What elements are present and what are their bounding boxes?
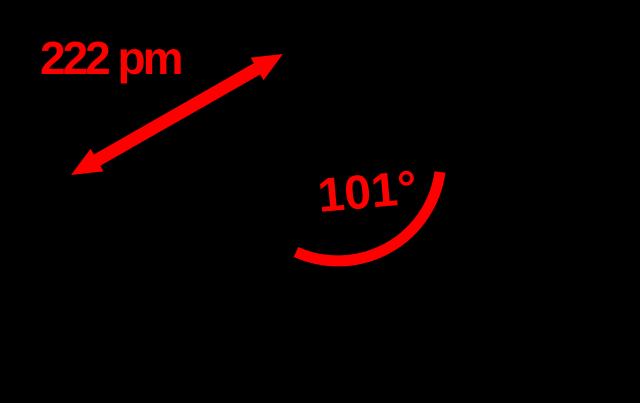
- bond-angle-arc: [293, 171, 446, 267]
- bond-angle-label: 101°: [315, 161, 420, 223]
- bond-length-label: 222 pm: [40, 32, 184, 84]
- arrowhead-lower-left-icon: [71, 148, 104, 175]
- arrowhead-upper-right-icon: [250, 54, 283, 81]
- bond-length-arrow: [71, 54, 283, 175]
- arrow-shaft: [89, 60, 265, 169]
